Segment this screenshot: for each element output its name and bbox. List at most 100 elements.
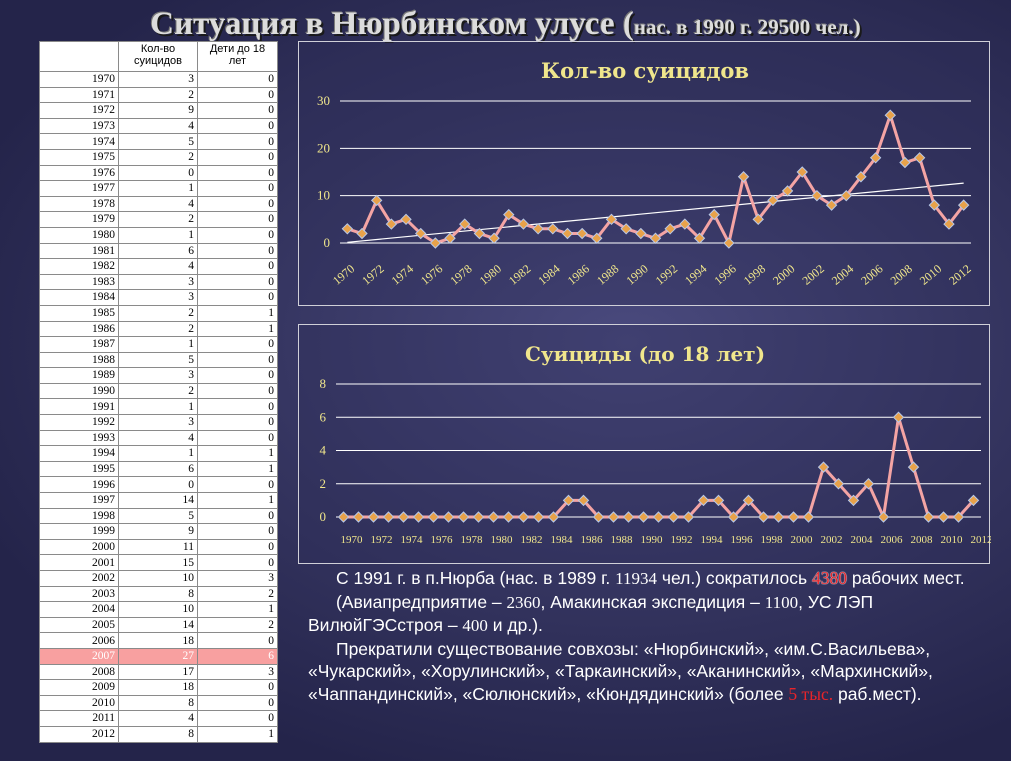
data-point bbox=[667, 511, 680, 523]
table-cell-year: 2004 bbox=[39, 601, 119, 618]
data-point bbox=[591, 232, 603, 244]
data-point bbox=[802, 511, 815, 523]
data-point bbox=[952, 511, 965, 523]
y-tick-label: 20 bbox=[317, 140, 330, 155]
paragraph-enterprises: (Авиапредприятие – 2360, Амакинская эксп… bbox=[308, 591, 998, 638]
table-cell-children: 1 bbox=[197, 304, 278, 322]
table-cell-children: 0 bbox=[197, 289, 278, 306]
text-number: 2360 bbox=[506, 592, 541, 612]
table-cell-year: 1997 bbox=[39, 492, 119, 509]
table-cell-suicides: 18 bbox=[118, 632, 198, 649]
data-point bbox=[473, 227, 486, 240]
table-cell-suicides: 0 bbox=[118, 164, 198, 182]
x-tick-label: 1980 bbox=[477, 262, 504, 288]
x-tick-label: 2006 bbox=[881, 534, 904, 546]
text-segment: С 1991 г. в п.Нюрба (нас. в 1989 г. bbox=[336, 568, 616, 588]
table-cell-year: 1992 bbox=[39, 414, 119, 431]
x-tick-label: 2000 bbox=[770, 262, 797, 288]
table-cell-suicides: 4 bbox=[118, 710, 198, 727]
data-point bbox=[697, 494, 710, 507]
data-point bbox=[561, 227, 574, 240]
text-segment: , УС ЛЭП ВилюйГЭСстроя – bbox=[308, 591, 874, 636]
table-cell-year: 1996 bbox=[39, 476, 119, 494]
data-point bbox=[727, 511, 740, 523]
table-cell-children: 2 bbox=[197, 585, 278, 603]
data-point bbox=[928, 199, 941, 211]
table-row: 1978 4 0 bbox=[39, 195, 278, 213]
table-cell-children: 0 bbox=[197, 86, 278, 104]
table-cell-children: 0 bbox=[197, 258, 278, 275]
table-header-row: Кол-во суицидов Дети до 18 лет bbox=[39, 41, 278, 72]
table-cell-children: 0 bbox=[197, 226, 278, 244]
table-cell-year: 1993 bbox=[39, 429, 119, 447]
table-cell-children: 0 bbox=[197, 414, 278, 431]
x-tick-label: 2004 bbox=[851, 534, 874, 546]
x-tick-label: 2002 bbox=[821, 534, 843, 546]
table-cell-suicides: 9 bbox=[118, 523, 198, 540]
table-cell-suicides: 3 bbox=[118, 71, 198, 88]
table-row: 1971 2 0 bbox=[39, 86, 278, 104]
table-cell-children: 6 bbox=[197, 647, 278, 665]
x-tick-label: 1996 bbox=[711, 262, 738, 288]
data-point bbox=[781, 185, 794, 197]
table-cell-children: 0 bbox=[197, 710, 278, 727]
table-cell-suicides: 5 bbox=[118, 133, 198, 150]
data-point bbox=[592, 511, 605, 523]
x-tick-label: 1986 bbox=[581, 534, 604, 546]
body-text: С 1991 г. в п.Нюрба (нас. в 1989 г. 1193… bbox=[308, 567, 998, 705]
table-cell-children: 0 bbox=[197, 523, 278, 540]
table-cell-suicides: 2 bbox=[118, 211, 198, 228]
y-tick-label: 4 bbox=[320, 443, 327, 458]
chart-title: Кол-во суицидов bbox=[541, 58, 749, 83]
table-cell-children: 1 bbox=[197, 320, 278, 338]
table-cell-year: 1994 bbox=[39, 445, 119, 462]
table-cell-suicides: 14 bbox=[118, 616, 198, 634]
table-cell-year: 1988 bbox=[39, 351, 119, 369]
table-cell-suicides: 6 bbox=[118, 242, 198, 260]
table-row: 1979 2 0 bbox=[39, 211, 278, 228]
table-cell-year: 1971 bbox=[39, 86, 119, 104]
text-segment: , Амакинская экспедиция – bbox=[540, 591, 765, 612]
text-segment: Прекратили существование совхозы: «Нюрби… bbox=[308, 638, 933, 704]
table-row: 1976 0 0 bbox=[39, 164, 278, 182]
data-point bbox=[817, 461, 830, 473]
data-point bbox=[937, 511, 950, 523]
x-tick-label: 1994 bbox=[682, 262, 709, 288]
x-tick-label: 1978 bbox=[461, 534, 484, 546]
table-cell-suicides: 3 bbox=[118, 367, 198, 384]
table-cell-suicides: 1 bbox=[118, 226, 198, 244]
data-point bbox=[457, 511, 470, 523]
table-row: 1986 2 1 bbox=[39, 320, 278, 338]
data-point bbox=[877, 511, 890, 523]
table-cell-year: 1978 bbox=[39, 195, 119, 213]
data-point bbox=[862, 478, 875, 490]
table-cell-suicides: 27 bbox=[118, 647, 198, 665]
table-row: 1997 14 1 bbox=[39, 492, 278, 509]
table-cell-year: 1981 bbox=[39, 242, 119, 260]
table-cell-year: 2012 bbox=[39, 725, 119, 743]
table-cell-suicides: 2 bbox=[118, 320, 198, 338]
table-row: 1972 9 0 bbox=[39, 102, 278, 119]
series-line bbox=[343, 415, 975, 519]
x-tick-label: 2010 bbox=[917, 262, 944, 288]
x-tick-label: 2008 bbox=[911, 534, 934, 546]
table-row: 1981 6 0 bbox=[39, 242, 278, 260]
x-tick-label: 1994 bbox=[701, 534, 724, 546]
table-row: 1984 3 0 bbox=[39, 289, 278, 306]
table-cell-suicides: 4 bbox=[118, 429, 198, 447]
table-cell-suicides: 14 bbox=[118, 492, 198, 509]
data-point bbox=[352, 511, 365, 523]
table-cell-children: 0 bbox=[197, 211, 278, 228]
table-cell-children: 0 bbox=[197, 336, 278, 353]
table-cell-children: 1 bbox=[197, 445, 278, 462]
data-point bbox=[922, 511, 935, 523]
slide-title-sub: нас. в 1990 г. 29500 чел.) bbox=[633, 15, 861, 39]
table-cell-children: 0 bbox=[197, 195, 278, 213]
table-cell-children: 0 bbox=[197, 180, 278, 197]
table-cell-year: 1974 bbox=[39, 133, 119, 150]
text-number: 1100 bbox=[764, 592, 799, 612]
data-point bbox=[341, 223, 354, 235]
data-point bbox=[742, 494, 755, 507]
data-point bbox=[605, 213, 618, 226]
table-cell-suicides: 4 bbox=[118, 117, 198, 135]
